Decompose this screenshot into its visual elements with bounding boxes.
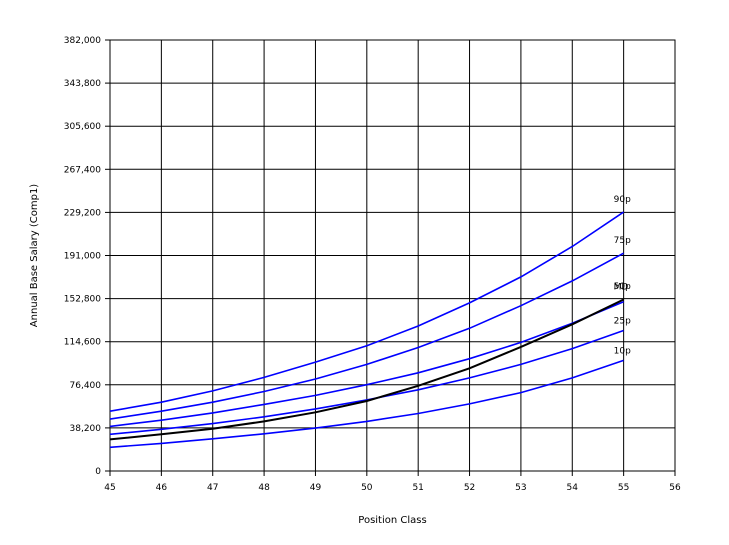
y-tick-label: 229,200 bbox=[64, 208, 101, 218]
series-label-75p: 75p bbox=[614, 236, 631, 246]
y-tick-label: 305,600 bbox=[64, 122, 101, 132]
series-lines bbox=[109, 211, 625, 449]
y-tick-label: 343,800 bbox=[64, 79, 101, 89]
series-label-25p: 25p bbox=[614, 317, 631, 327]
x-tick-label: 54 bbox=[567, 483, 579, 493]
x-tick-label: 50 bbox=[361, 483, 373, 493]
series-line-10p bbox=[109, 359, 624, 449]
x-tick-label: 51 bbox=[412, 483, 423, 493]
series-label-50p: 50p bbox=[614, 282, 631, 292]
x-tick-label: 46 bbox=[156, 483, 168, 493]
x-tick-label: 45 bbox=[104, 483, 115, 493]
series-line-25p bbox=[109, 329, 624, 436]
y-tick-label: 382,000 bbox=[64, 36, 101, 46]
series-line-50p bbox=[109, 301, 624, 428]
series-line-75p bbox=[109, 252, 624, 420]
series-line-md bbox=[109, 298, 625, 441]
x-tick-label: 55 bbox=[618, 483, 629, 493]
x-tick-label: 48 bbox=[258, 483, 270, 493]
y-axis-title: Annual Base Salary (Comp1) bbox=[29, 184, 40, 328]
y-tick-label: 191,000 bbox=[64, 252, 101, 262]
series-line-90p bbox=[109, 211, 625, 412]
grid bbox=[109, 39, 676, 472]
x-tick-label: 53 bbox=[515, 483, 526, 493]
y-tick-label: 152,800 bbox=[64, 295, 101, 305]
y-tick-label: 0 bbox=[95, 467, 101, 477]
x-tick-label: 52 bbox=[464, 483, 475, 493]
series-label-md: MD bbox=[614, 283, 629, 293]
y-tick-label: 114,600 bbox=[64, 338, 101, 348]
series-label-10p: 10p bbox=[614, 346, 631, 356]
x-axis-title: Position Class bbox=[358, 515, 426, 526]
x-axis: 45 46 47 48 49 50 51 52 53 54 55 56 bbox=[104, 471, 681, 493]
series-label-90p: 90p bbox=[614, 195, 631, 205]
x-tick-label: 47 bbox=[207, 483, 218, 493]
x-tick-label: 49 bbox=[310, 483, 322, 493]
y-tick-label: 76,400 bbox=[70, 381, 102, 391]
y-tick-label: 38,200 bbox=[70, 424, 102, 434]
x-tick-label: 56 bbox=[669, 483, 681, 493]
y-axis: 0 38,200 76,400 114,600 152,800 191,000 229,20… bbox=[64, 36, 110, 477]
series-labels: 90p 75p 50p 25p 10p MD bbox=[614, 195, 631, 356]
y-tick-label: 267,400 bbox=[64, 165, 101, 175]
